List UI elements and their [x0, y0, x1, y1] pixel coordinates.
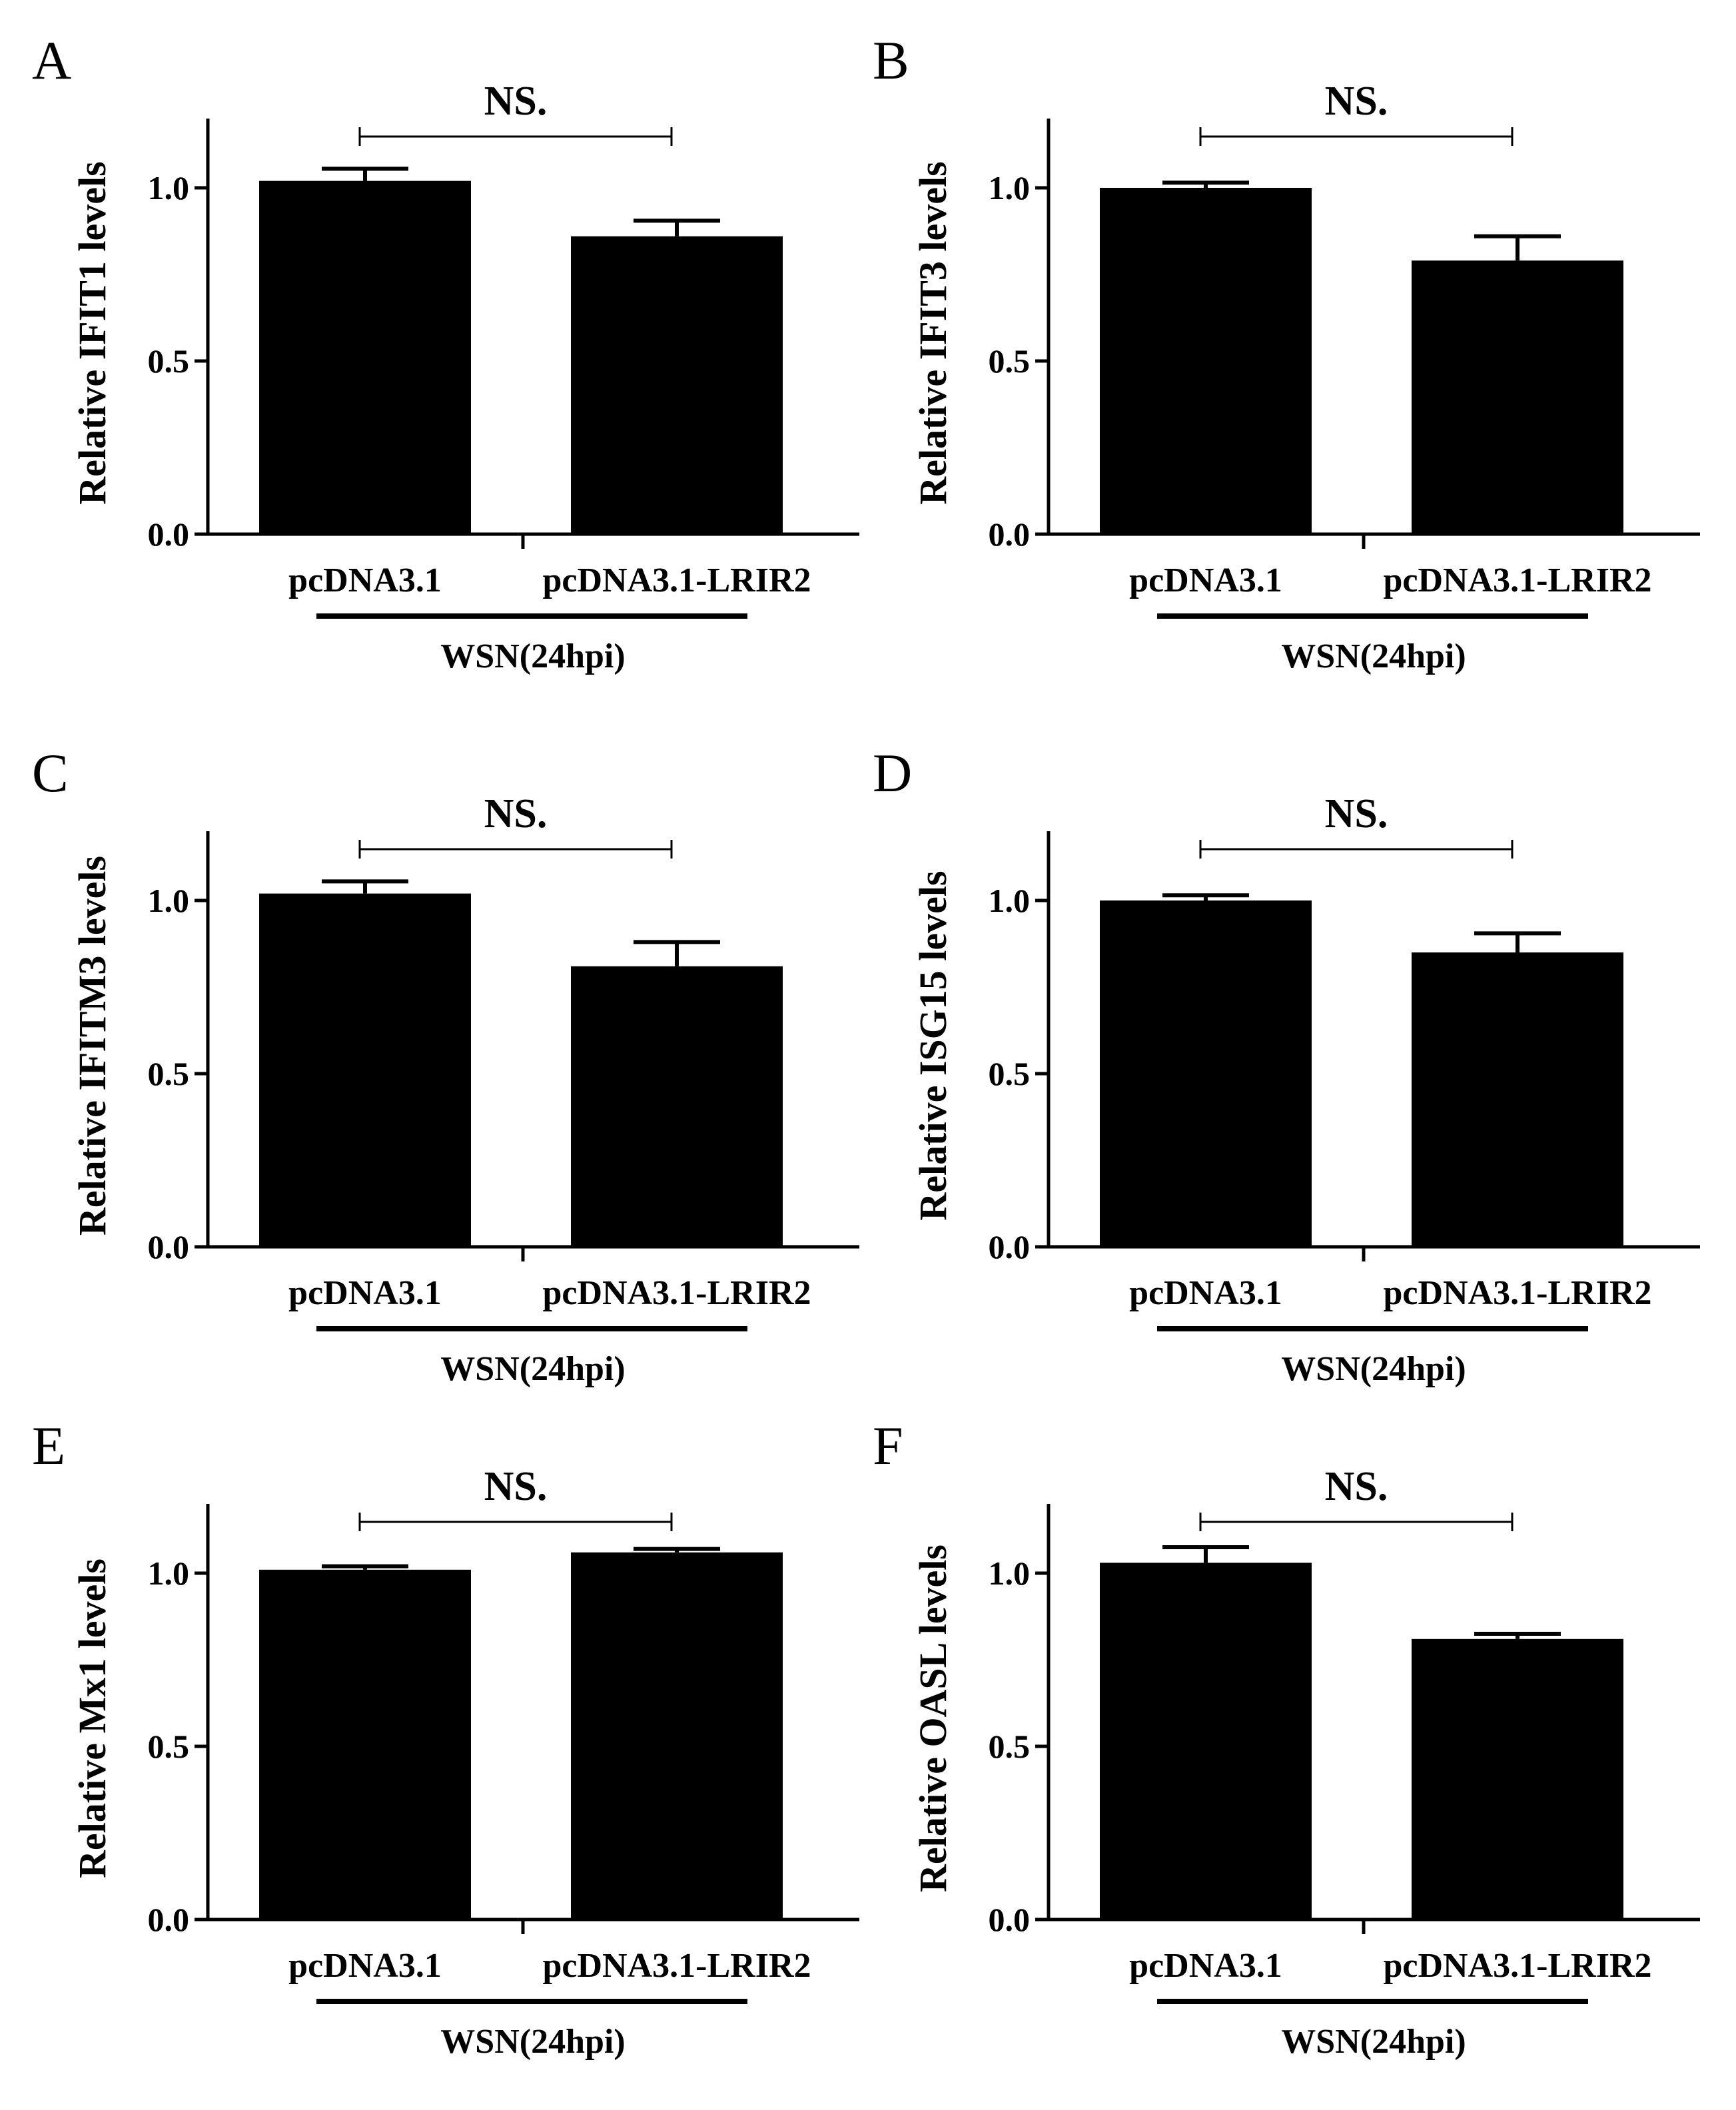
y-tick-label: 0.5: [148, 1728, 190, 1765]
y-axis-label: Relative Mx1 levels: [71, 1559, 114, 1878]
bar-2: [571, 1552, 783, 1920]
y-tick-label: 1.0: [989, 882, 1031, 919]
significance-label: NS.: [484, 791, 548, 837]
x-category-label: pcDNA3.1-LRIR2: [543, 1947, 811, 1985]
panel-b: B 0.0 0.5 1.0 Relative IFIT3 levels pcDNA3.1 p…: [873, 30, 1700, 675]
significance-label: NS.: [484, 1464, 548, 1509]
y-tick-label: 1.0: [989, 169, 1031, 206]
y-tick-label: 0.0: [989, 516, 1031, 553]
y-tick-label: 1.0: [989, 1555, 1031, 1592]
y-axis-label: Relative IFIT1 levels: [71, 161, 114, 504]
significance-label: NS.: [1325, 791, 1388, 837]
x-category-label: pcDNA3.1: [1129, 561, 1282, 599]
y-tick-label: 0.5: [989, 1055, 1031, 1092]
bar-1: [259, 893, 471, 1247]
group-label: WSN(24hpi): [440, 2023, 625, 2061]
y-tick-label: 0.5: [148, 1055, 190, 1092]
group-label: WSN(24hpi): [440, 1350, 625, 1388]
bar-2: [1412, 260, 1623, 534]
bar-2: [571, 966, 783, 1247]
x-category-label: pcDNA3.1-LRIR2: [543, 561, 811, 599]
y-tick-label: 0.5: [989, 342, 1031, 380]
bar-1: [259, 1569, 471, 1920]
significance-label: NS.: [1325, 1464, 1388, 1509]
bar-1: [1100, 1563, 1312, 1920]
x-category-label: pcDNA3.1-LRIR2: [1384, 1947, 1652, 1985]
panel-letter: C: [32, 743, 69, 803]
y-tick-label: 0.5: [148, 342, 190, 380]
bar-2: [1412, 952, 1623, 1247]
group-label: WSN(24hpi): [440, 637, 625, 675]
panel-e: E 0.0 0.5 1.0 Relative Mx1 levels pcDNA3.1 pcD…: [32, 1415, 859, 2061]
bar-1: [259, 180, 471, 535]
panel-letter: D: [873, 743, 912, 803]
significance-label: NS.: [484, 79, 548, 124]
y-tick-label: 1.0: [148, 169, 190, 206]
bar-1: [1100, 900, 1312, 1247]
y-tick-label: 0.5: [989, 1728, 1031, 1765]
y-axis-label: Relative ISG15 levels: [911, 871, 955, 1220]
panel-d: D 0.0 0.5 1.0 Relative ISG15 levels pcDNA3.1 p…: [873, 743, 1700, 1388]
group-label: WSN(24hpi): [1281, 1350, 1466, 1388]
y-tick-label: 0.0: [148, 516, 190, 553]
bar-2: [571, 236, 783, 534]
y-tick-label: 1.0: [148, 882, 190, 919]
significance-label: NS.: [1325, 79, 1388, 124]
panel-letter: F: [873, 1415, 903, 1476]
panel-letter: B: [873, 30, 909, 91]
y-tick-label: 0.0: [989, 1228, 1031, 1265]
panel-c: C 0.0 0.5 1.0 Relative IFITM3 levels pcDNA3.1…: [32, 743, 859, 1388]
y-axis-label: Relative OASL levels: [911, 1545, 955, 1892]
x-category-label: pcDNA3.1: [288, 561, 442, 599]
panel-letter: E: [32, 1415, 65, 1476]
x-category-label: pcDNA3.1: [288, 1947, 442, 1985]
x-category-label: pcDNA3.1: [1129, 1274, 1282, 1312]
bar-1: [1100, 188, 1312, 534]
x-category-label: pcDNA3.1: [1129, 1947, 1282, 1985]
group-label: WSN(24hpi): [1281, 2023, 1466, 2061]
y-tick-label: 0.0: [148, 1228, 190, 1265]
panel-letter: A: [32, 30, 71, 91]
y-tick-label: 0.0: [148, 1901, 190, 1938]
y-axis-label: Relative IFITM3 levels: [71, 856, 114, 1235]
panel-f: F 0.0 0.5 1.0 Relative OASL levels pcDNA3.1 pc…: [873, 1415, 1700, 2061]
x-category-label: pcDNA3.1-LRIR2: [1384, 561, 1652, 599]
y-axis-label: Relative IFIT3 levels: [911, 161, 955, 504]
x-category-label: pcDNA3.1: [288, 1274, 442, 1312]
bar-2: [1412, 1638, 1623, 1920]
panel-a: A 0.0 0.5 1.0 Relative IFIT1 levels pcDNA3.1 p…: [32, 30, 859, 675]
y-tick-label: 1.0: [148, 1555, 190, 1592]
x-category-label: pcDNA3.1-LRIR2: [543, 1274, 811, 1312]
x-category-label: pcDNA3.1-LRIR2: [1384, 1274, 1652, 1312]
y-tick-label: 0.0: [989, 1901, 1031, 1938]
group-label: WSN(24hpi): [1281, 637, 1466, 675]
